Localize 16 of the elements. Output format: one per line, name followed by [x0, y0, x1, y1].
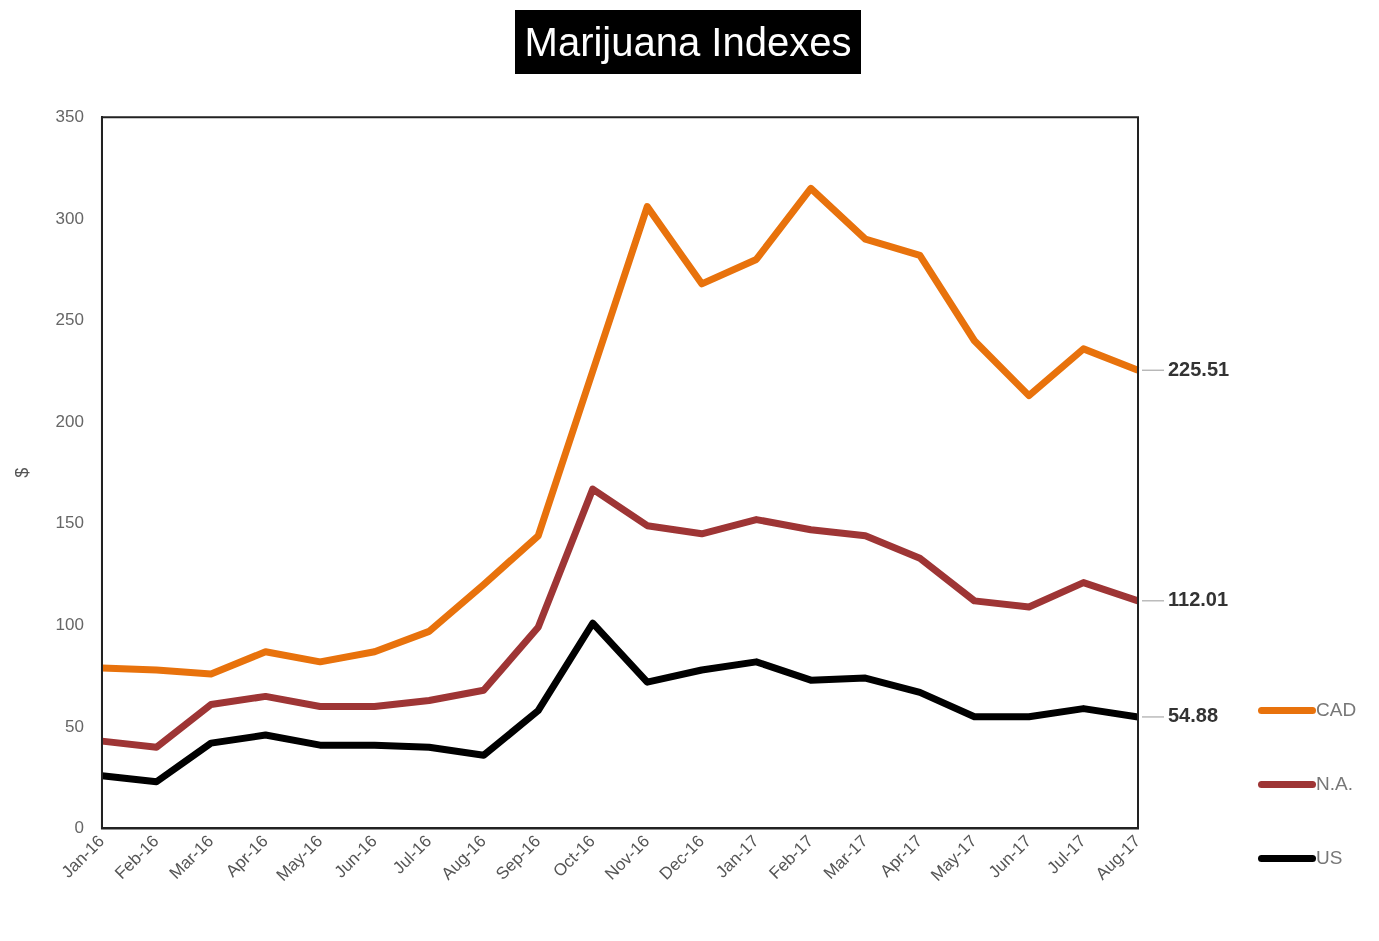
chart-title: Marijuana Indexes: [514, 10, 862, 74]
data-label: 225.51: [1168, 357, 1230, 380]
y-tick-label: 250: [55, 310, 84, 330]
y-tick-label: 0: [74, 818, 84, 838]
y-tick-label: 300: [55, 208, 84, 228]
data-label: 54.88: [1168, 704, 1219, 727]
y-tick-label: 100: [55, 614, 84, 634]
legend-label: N.A.: [1316, 773, 1353, 795]
y-tick-label: 50: [65, 716, 84, 736]
y-tick-label: 350: [55, 106, 84, 126]
legend-label: US: [1316, 847, 1343, 869]
legend-label: CAD: [1316, 699, 1357, 721]
y-axis-title: $: [11, 467, 32, 478]
data-label: 112.01: [1168, 588, 1229, 611]
y-tick-label: 150: [55, 513, 84, 533]
y-tick-label: 200: [55, 411, 84, 431]
